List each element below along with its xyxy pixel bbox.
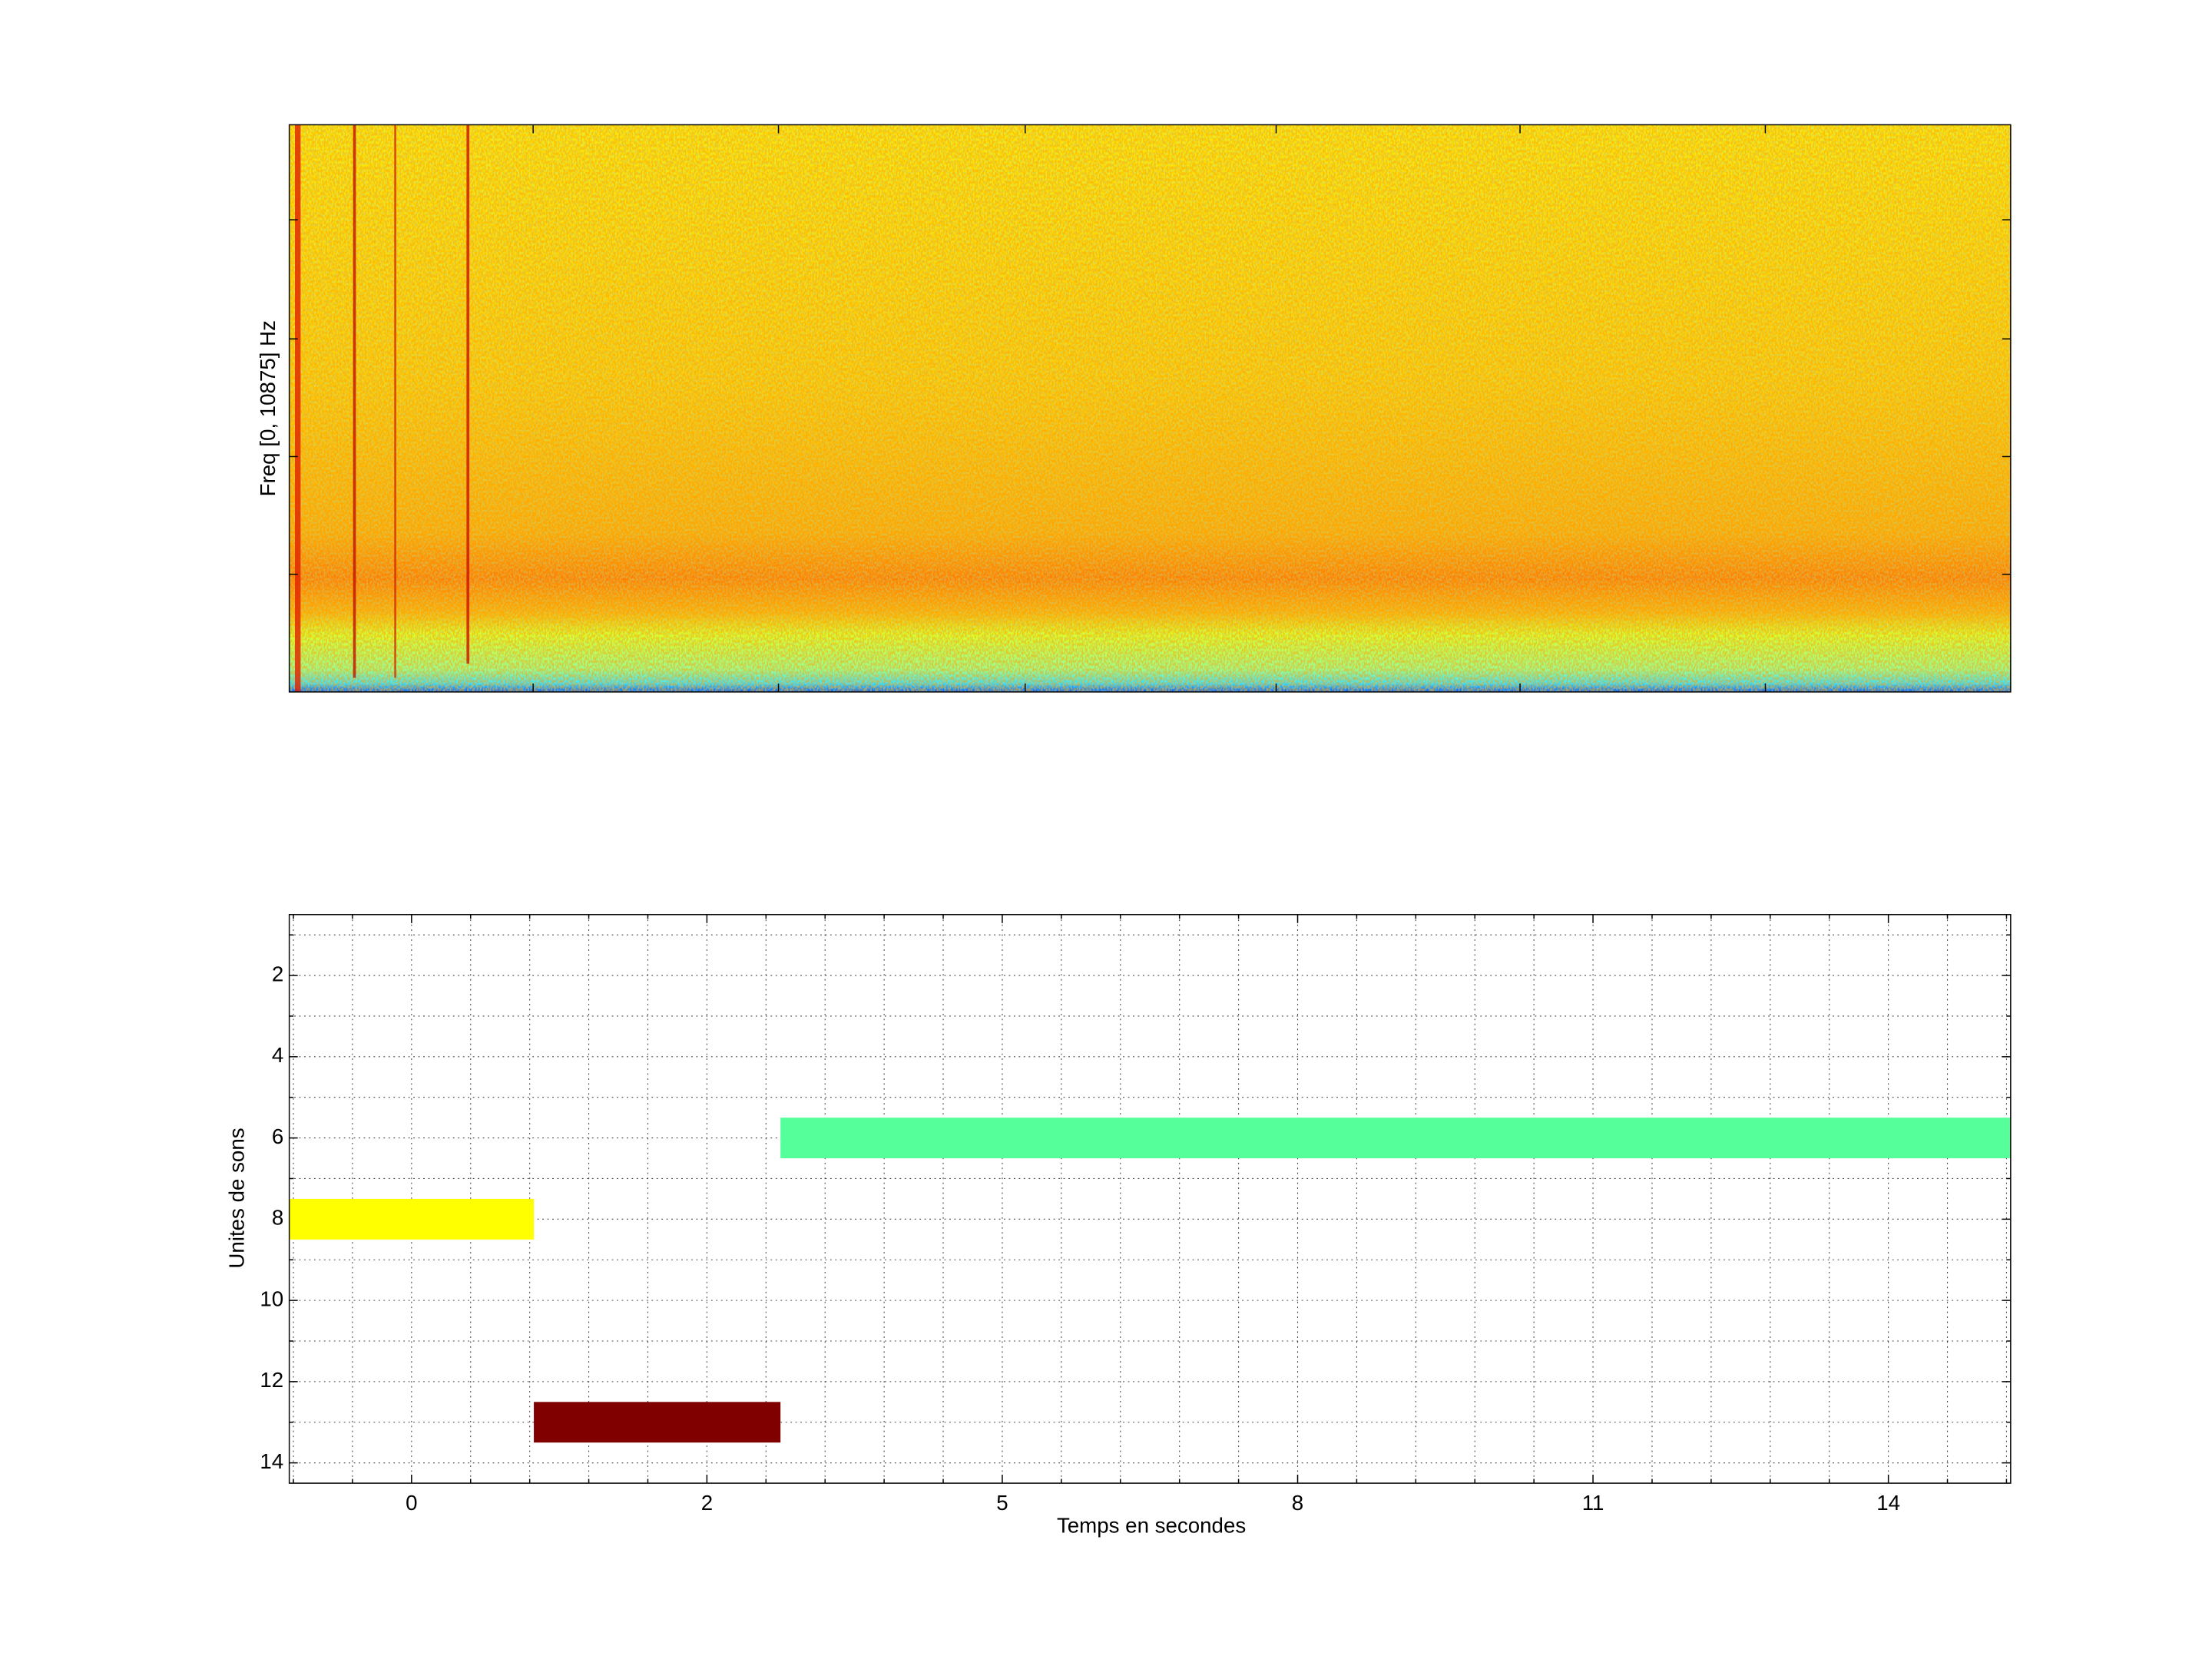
- spectrogram-ticks: [289, 124, 2011, 692]
- plot-frame: [288, 124, 2012, 693]
- x-axis-label: Temps en secondes: [1057, 1514, 1246, 1538]
- x-tick-label: 5: [996, 1491, 1008, 1515]
- segments-plot: 0 2 5 8 11 14 2 4 6 8 10 12 14: [260, 914, 2011, 1515]
- spectrogram-image: [289, 124, 2011, 692]
- y-tick-label: 14: [260, 1449, 283, 1473]
- y-axis-label: Unites de sons: [224, 1128, 248, 1268]
- segment-bar: [289, 1198, 535, 1240]
- y-tick-label: 6: [272, 1124, 283, 1148]
- x-tick-label: 14: [1876, 1491, 1900, 1515]
- y-tick-label: 8: [272, 1206, 283, 1230]
- x-tick-label: 2: [701, 1491, 713, 1515]
- plot-area: [289, 914, 2011, 1484]
- x-tick-label: 11: [1582, 1491, 1604, 1515]
- y-axis-label: Freq [0, 10875] Hz: [256, 320, 280, 496]
- y-tick-label: 12: [260, 1368, 283, 1392]
- segment-bar: [780, 1118, 2011, 1159]
- x-tick-label: 8: [1292, 1491, 1303, 1515]
- x-tick-label: 0: [406, 1491, 417, 1515]
- y-tick-label: 2: [272, 962, 283, 985]
- y-tick-label: 4: [272, 1043, 283, 1067]
- segment-bar: [534, 1402, 781, 1443]
- y-tick-label: 10: [260, 1286, 283, 1310]
- plot-frame: [288, 914, 2012, 1484]
